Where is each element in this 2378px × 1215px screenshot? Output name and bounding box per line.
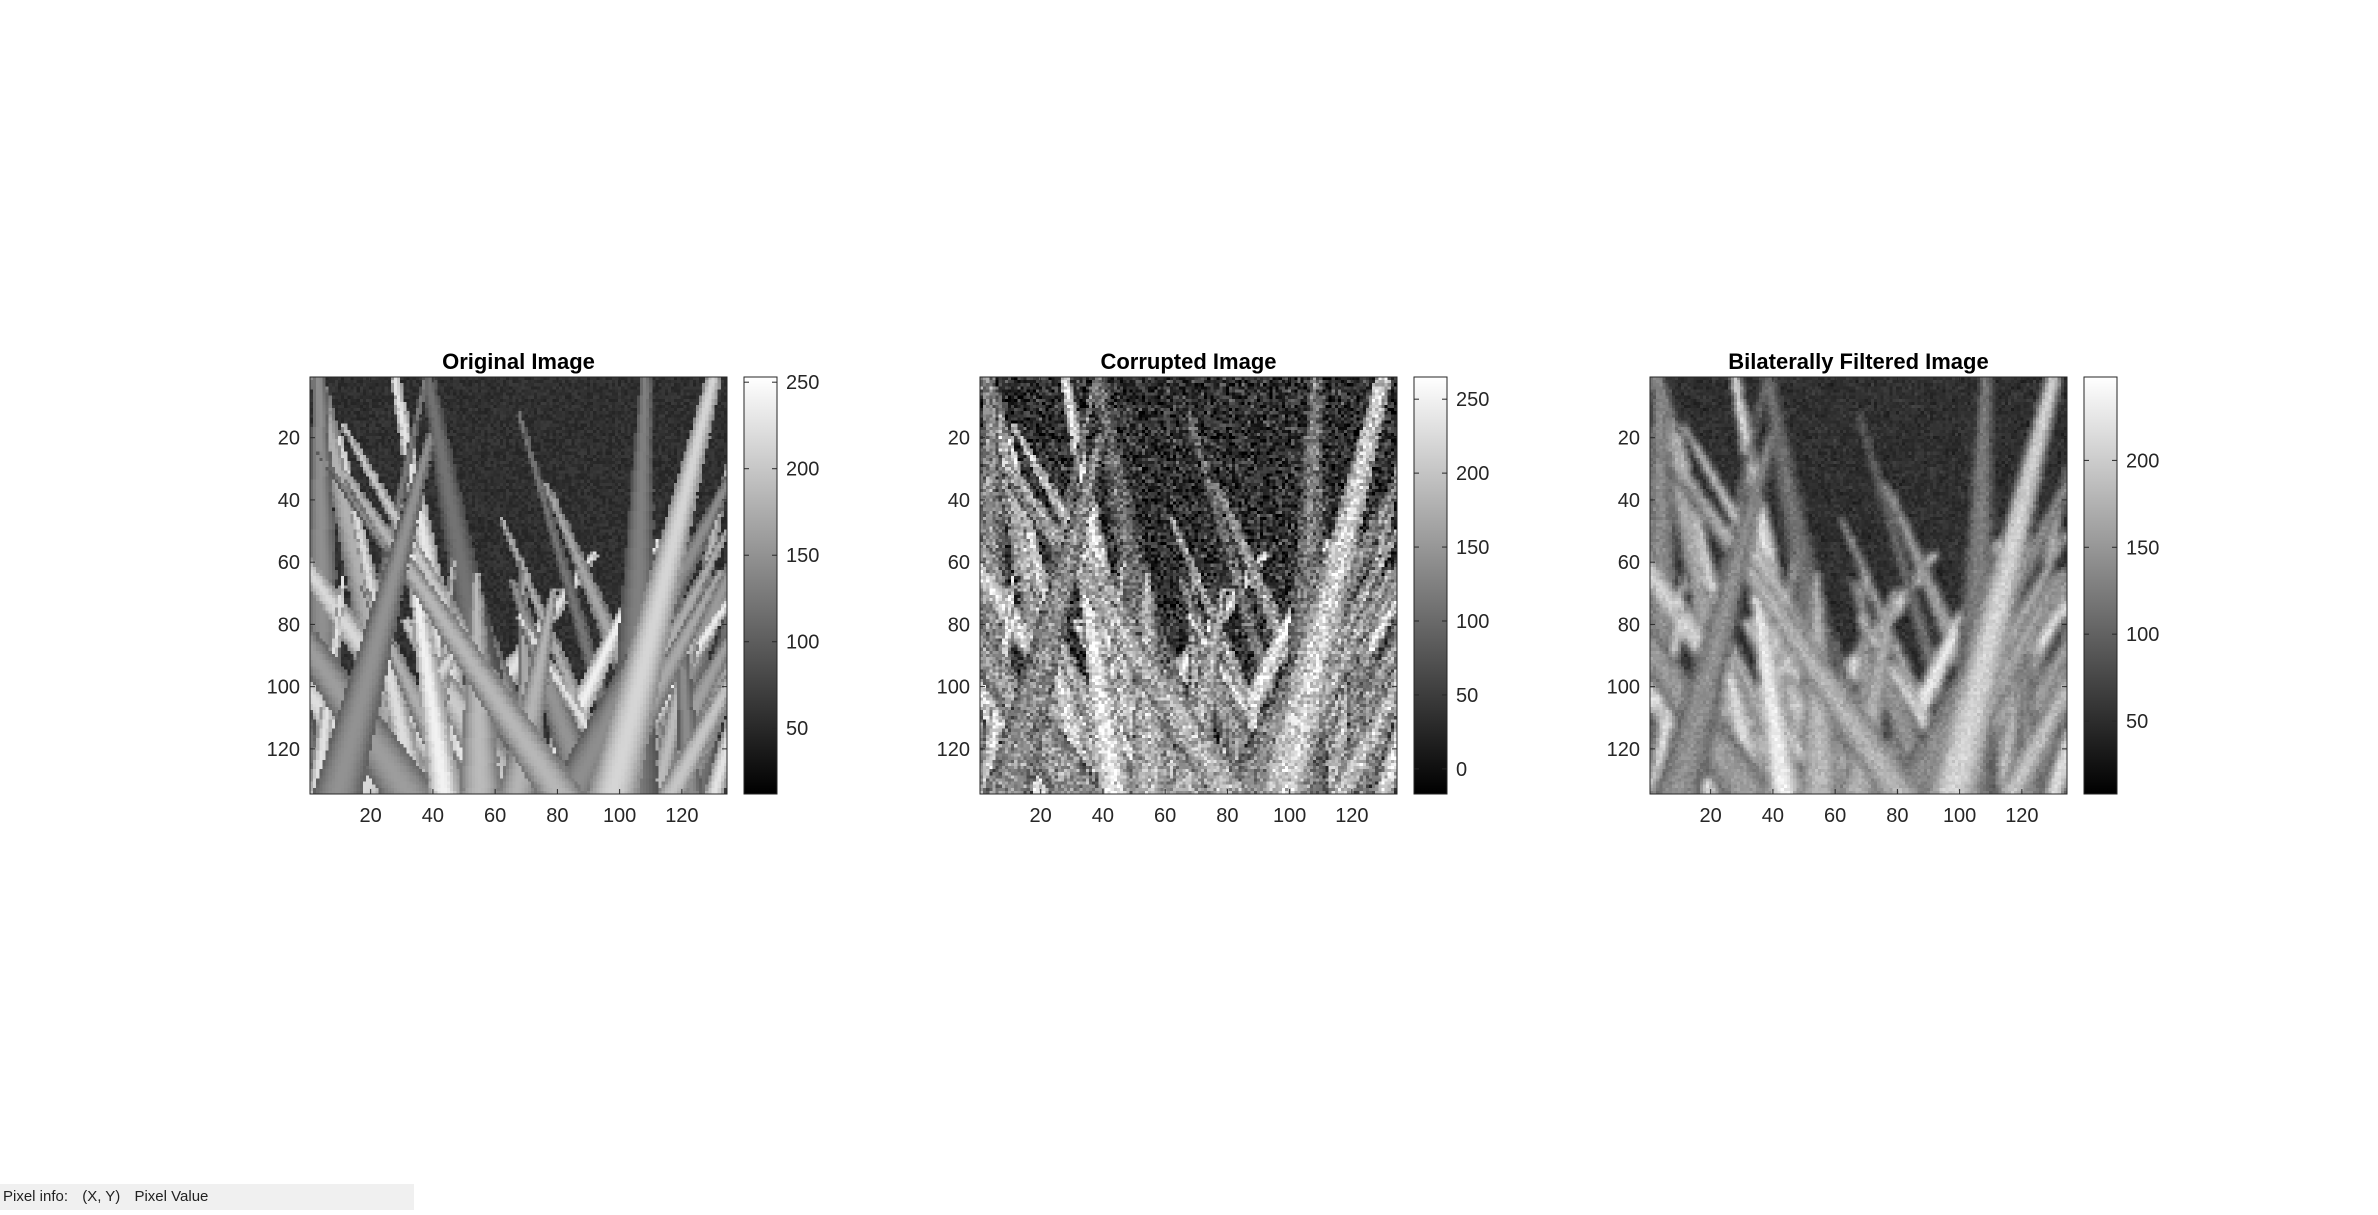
y-tick-label: 80 — [948, 614, 970, 636]
y-tick-label: 120 — [937, 739, 970, 761]
colorbar-tick-label: 150 — [1456, 537, 1489, 559]
axes-box — [979, 376, 1398, 795]
colorbar-tick-label: 200 — [2126, 450, 2159, 472]
y-tick-label: 60 — [278, 552, 300, 574]
colorbar-tick-label: 150 — [2126, 537, 2159, 559]
x-tick-label: 80 — [1886, 805, 1908, 827]
x-tick-label: 40 — [422, 805, 444, 827]
colorbar-tick-label: 100 — [1456, 611, 1489, 633]
x-tick-label: 100 — [603, 805, 636, 827]
x-tick-label: 20 — [1700, 805, 1722, 827]
y-tick-label: 80 — [278, 614, 300, 636]
colorbar-tick-label: 0 — [1456, 759, 1467, 781]
colorbar-tick-label: 200 — [786, 459, 819, 481]
x-tick-label: 120 — [2005, 805, 2038, 827]
y-tick-label: 120 — [1607, 739, 1640, 761]
y-tick-label: 80 — [1618, 614, 1640, 636]
x-tick-label: 40 — [1762, 805, 1784, 827]
colorbar-tick-label: 50 — [786, 718, 808, 740]
pixel-info-label: Pixel info: — [3, 1188, 69, 1205]
y-tick-label: 100 — [267, 677, 300, 699]
colorbar-tick-label: 100 — [786, 632, 819, 654]
colorbar-tick-label: 100 — [2126, 624, 2159, 646]
y-tick-label: 60 — [1618, 552, 1640, 574]
panel-2: Corrupted Image 20 40 60 80 100 120 20 40 60 80 100… — [937, 349, 1490, 827]
y-tick-label: 40 — [948, 490, 970, 512]
pixel-info-status-bar: Pixel info: (X, Y) Pixel Value — [0, 1184, 414, 1210]
y-tick-label: 20 — [1618, 428, 1640, 450]
x-tick-label: 120 — [1335, 805, 1368, 827]
x-tick-label: 100 — [1943, 805, 1976, 827]
y-tick-label: 40 — [278, 490, 300, 512]
colorbar-tick-label: 200 — [1456, 463, 1489, 485]
panel-1: Original Image 20 40 60 80 100 120 20 40 60 80 100 1… — [267, 349, 820, 827]
y-tick-label: 100 — [937, 677, 970, 699]
colorbar-tick-label: 250 — [786, 372, 819, 394]
panel-3: Bilaterally Filtered Image 20 40 60 80 100 120… — [1607, 349, 2160, 827]
x-tick-label: 100 — [1273, 805, 1306, 827]
y-tick-label: 100 — [1607, 677, 1640, 699]
axes-box — [309, 376, 728, 795]
axes-box — [1649, 376, 2068, 795]
y-tick-label: 120 — [267, 739, 300, 761]
x-tick-label: 80 — [1216, 805, 1238, 827]
colorbar-tick-label: 50 — [1456, 685, 1478, 707]
x-tick-label: 20 — [360, 805, 382, 827]
colorbar[interactable] — [2083, 376, 2118, 795]
colorbar[interactable] — [743, 376, 778, 795]
panel-title: Corrupted Image — [1100, 349, 1276, 374]
y-tick-label: 20 — [278, 428, 300, 450]
image-plot[interactable] — [980, 377, 1397, 794]
colorbar-tick-label: 150 — [786, 545, 819, 567]
panel-title: Bilaterally Filtered Image — [1728, 349, 1988, 374]
colorbar-tick-label: 50 — [2126, 711, 2148, 733]
image-plot[interactable] — [310, 377, 727, 794]
x-tick-label: 40 — [1092, 805, 1114, 827]
x-tick-label: 60 — [1154, 805, 1176, 827]
x-tick-label: 60 — [484, 805, 506, 827]
pixel-info-value: Pixel Value — [134, 1188, 209, 1205]
x-tick-label: 20 — [1030, 805, 1052, 827]
y-tick-label: 40 — [1618, 490, 1640, 512]
y-tick-label: 60 — [948, 552, 970, 574]
x-tick-label: 120 — [665, 805, 698, 827]
colorbar-tick-label: 250 — [1456, 389, 1489, 411]
y-tick-label: 20 — [948, 428, 970, 450]
x-tick-label: 60 — [1824, 805, 1846, 827]
pixel-info-coords: (X, Y) — [82, 1188, 121, 1205]
x-tick-label: 80 — [546, 805, 568, 827]
image-plot[interactable] — [1650, 377, 2067, 794]
colorbar[interactable] — [1413, 376, 1448, 795]
panel-title: Original Image — [442, 349, 595, 374]
